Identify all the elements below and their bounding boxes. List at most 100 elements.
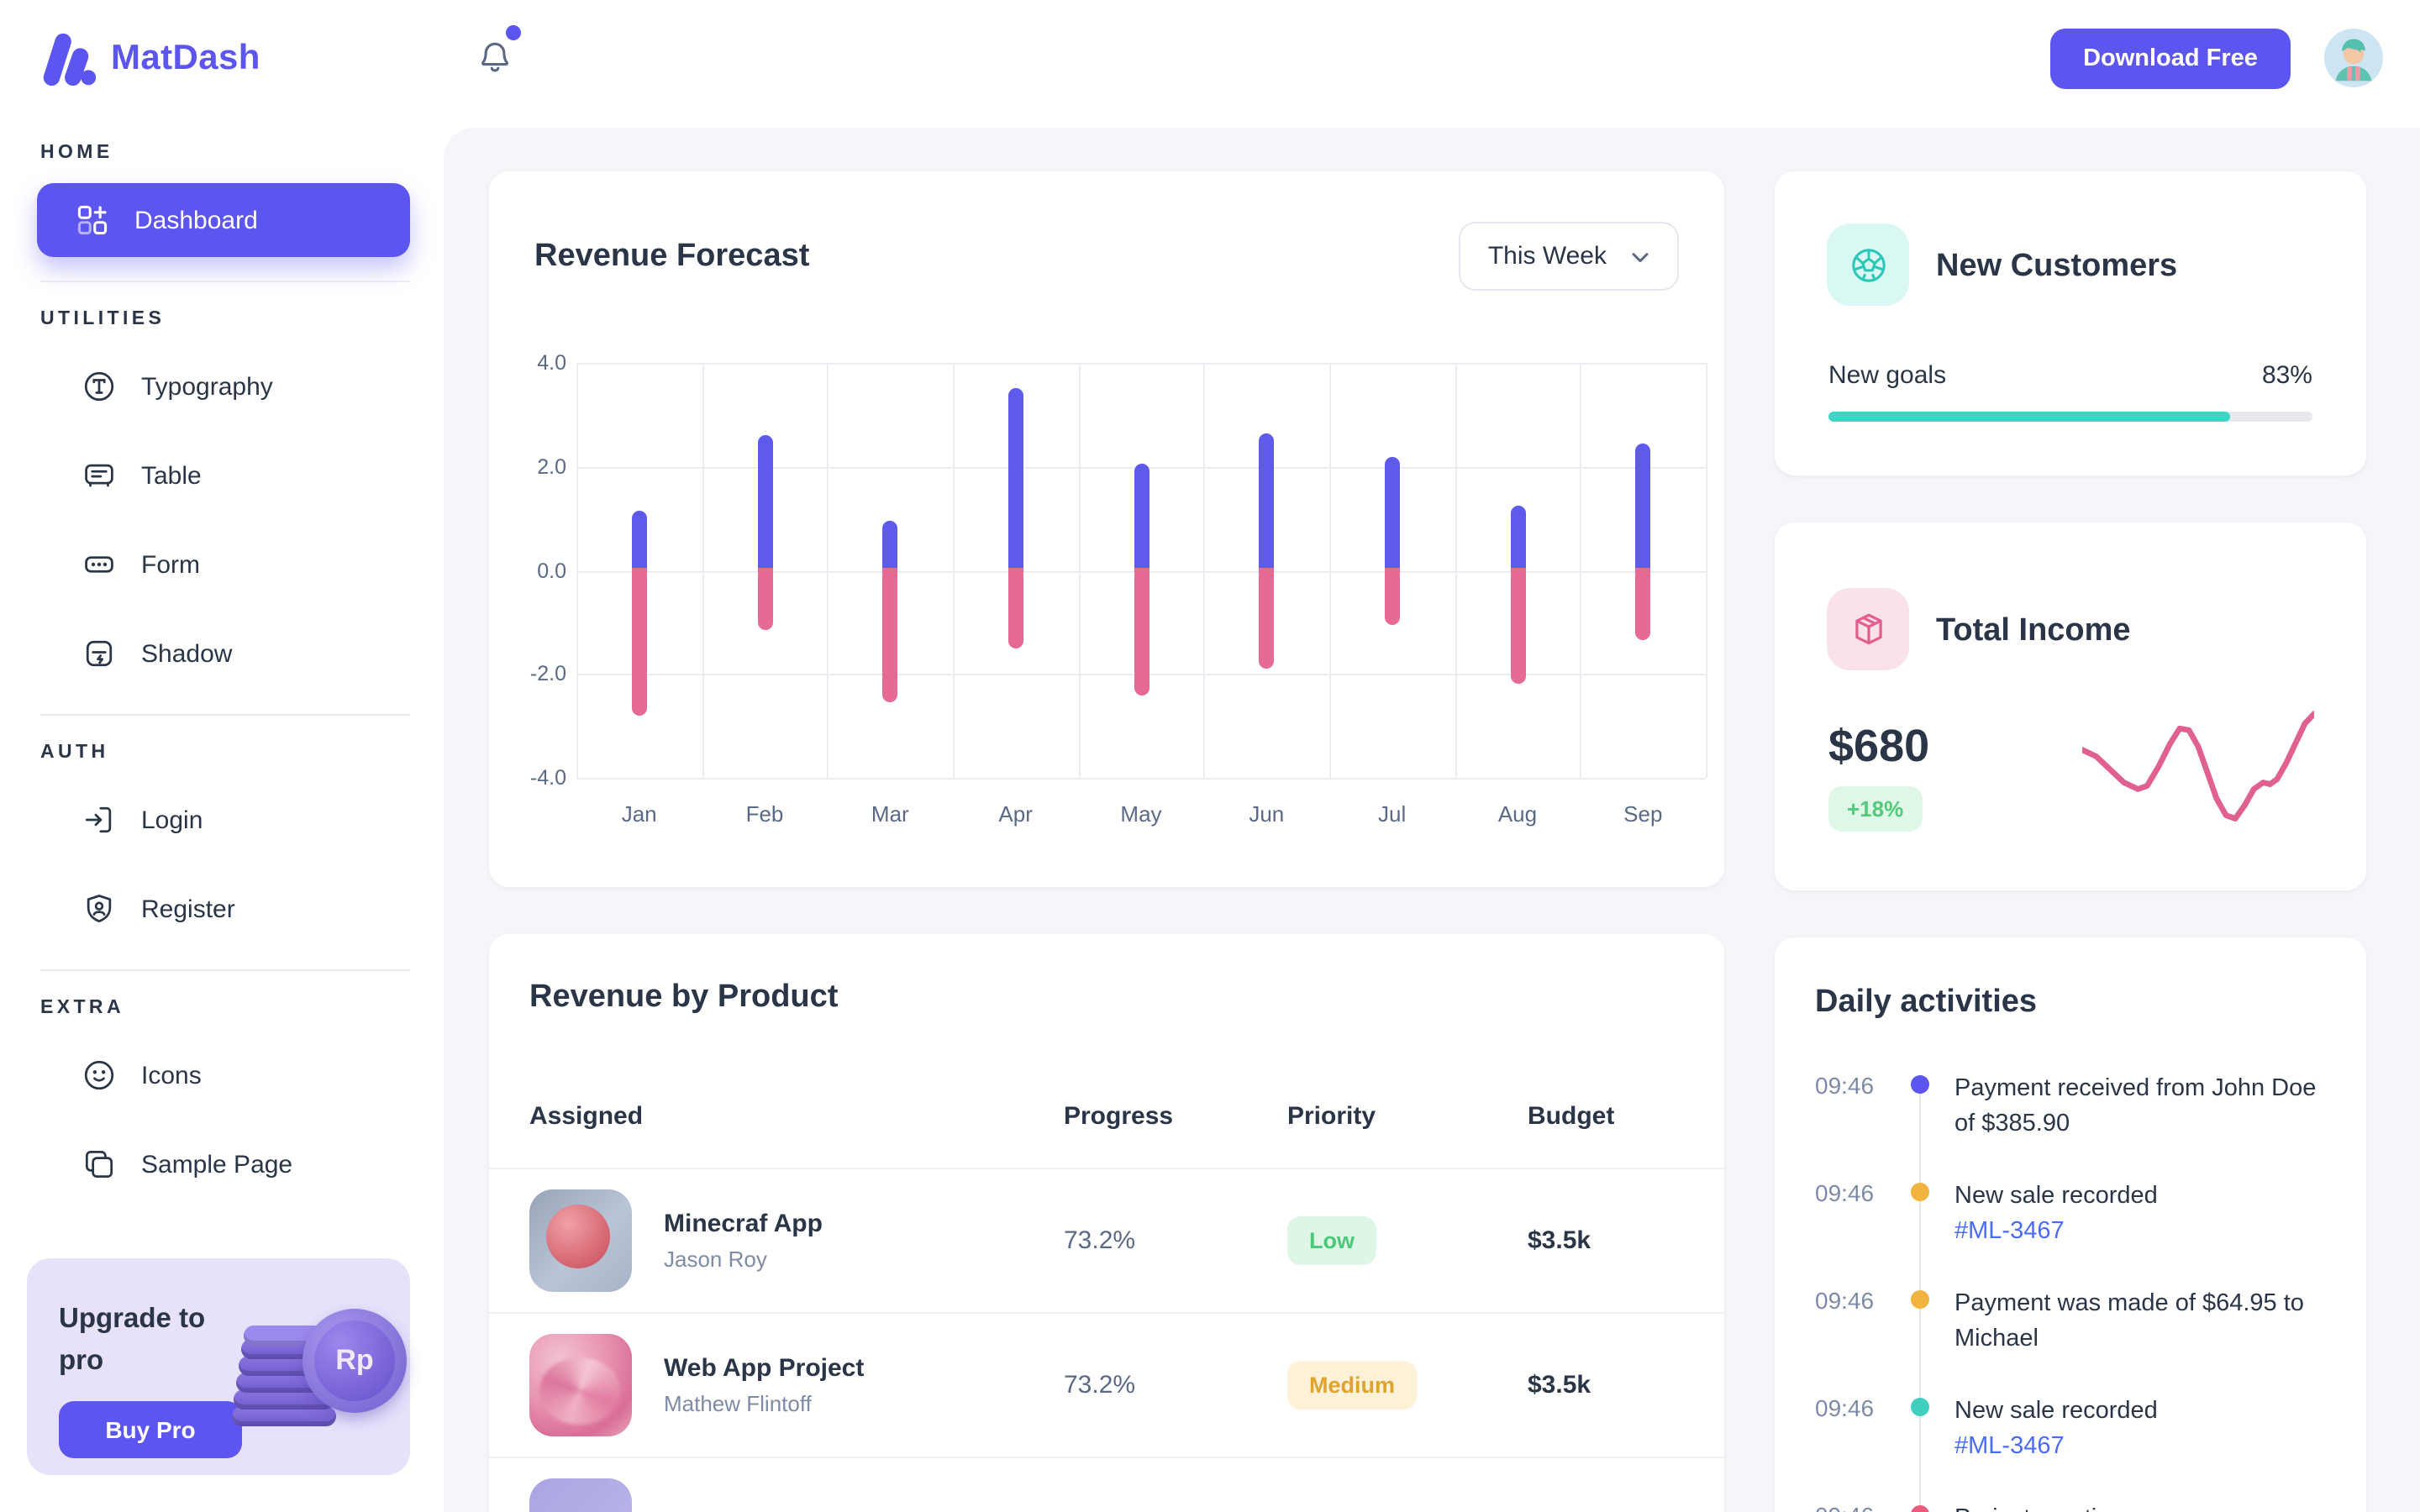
product-thumbnail [529,1334,632,1436]
user-avatar[interactable] [2324,29,2383,87]
brand-logo[interactable]: MatDash [0,29,420,87]
dashboard-grid-icon [74,202,111,239]
content-area: Revenue Forecast This Week 4.0 2.0 0.0 -2.0… [444,128,2420,1512]
activity-text: New sale recorded #ML-3467 [1954,1394,2333,1465]
daily-activities-title: Daily activities [1815,984,2038,1020]
upgrade-title: Upgrade to pro [59,1304,206,1376]
topbar: MatDash Download Free [0,0,2420,116]
product-budget: $3.5k [1528,1226,1591,1255]
chart-bar-positive-jun [1259,433,1275,568]
sidebar-item-table[interactable]: Table [37,438,410,512]
activity-dot [1911,1398,1929,1416]
activity-link[interactable]: #ML-3467 [1954,1218,2065,1245]
product-progress: 73.2% [1064,1226,1136,1255]
product-name: Minecraf App [664,1210,823,1238]
typography-icon [81,368,118,405]
activity-dot [1911,1505,1929,1512]
sidebar-item-label: Dashboard [134,206,258,234]
income-sparkline-chart [2082,704,2314,835]
x-axis-label: Jan [621,801,657,827]
sidebar-item-label: Sample Page [141,1150,293,1179]
revenue-forecast-card: Revenue Forecast This Week 4.0 2.0 0.0 -2.0… [489,171,1724,887]
sidebar-item-icons[interactable]: Icons [37,1038,410,1112]
product-owner: Jason Roy [664,1247,767,1272]
chart-bar-positive-may [1134,464,1149,568]
product-thumbnail [529,1189,632,1292]
activity-text: Project meeting [1954,1502,2333,1512]
total-income-amount: $680 [1828,721,1930,771]
gridline [1078,363,1081,778]
table-row-minecraf-app[interactable]: Minecraf App Jason Roy 73.2% Low $3.5k [489,1169,1724,1314]
activity-dot [1911,1290,1929,1309]
package-icon [1827,588,1909,670]
sidebar-section-utilities: UTILITIES [40,309,166,329]
pages-icon [81,1146,118,1183]
revenue-forecast-chart: 4.0 2.0 0.0 -2.0 -4.0 Jan Feb Mar Apr May Jun Jul Au… [489,171,1724,887]
sidebar-item-sample-page[interactable]: Sample Page [37,1127,410,1201]
chart-bar-positive-jul [1384,456,1400,568]
x-axis-label: Jul [1378,801,1407,827]
total-income-card: Total Income $680 +18% [1775,522,2366,890]
activity-text: Payment received from John Doe of $385.90 [1954,1075,2317,1137]
product-owner: Mathew Flintoff [664,1391,812,1416]
total-income-change-badge: +18% [1828,786,1923,832]
x-axis-label: Aug [1497,801,1538,827]
sidebar-item-label: Table [141,461,202,490]
table-row-partial[interactable] [489,1458,1724,1512]
priority-badge: Medium [1287,1361,1418,1410]
sidebar-item-form[interactable]: Form [37,528,410,601]
chart-bar-positive-aug [1510,505,1525,568]
download-free-button[interactable]: Download Free [2050,28,2291,88]
x-axis-label: May [1120,801,1162,827]
chart-bar-negative-jul [1384,567,1400,625]
gridline [1203,363,1206,778]
goal-progress-track [1828,412,2312,422]
chart-bar-positive-apr [1007,388,1023,568]
activity-time: 09:46 [1815,1394,1875,1421]
product-thumbnail [529,1478,632,1512]
buy-pro-button[interactable]: Buy Pro [59,1401,242,1458]
table-divider [489,1168,1724,1169]
gridline [1706,363,1707,778]
bell-icon [474,36,518,78]
goal-progress-fill [1828,412,2231,422]
y-axis-label: 4.0 [537,351,566,375]
table-row-web-app-project[interactable]: Web App Project Mathew Flintoff 73.2% Mediu… [489,1314,1724,1458]
chart-bar-negative-apr [1007,567,1023,648]
sidebar-item-shadow[interactable]: Shadow [37,617,410,690]
gridline [827,363,829,778]
form-icon [81,546,118,583]
sidebar-item-label: Login [141,806,203,834]
activity-dot [1911,1075,1929,1094]
chart-bar-negative-may [1134,567,1149,696]
sidebar-item-typography[interactable]: Typography [37,349,410,423]
chart-bar-negative-mar [882,567,898,703]
sidebar-item-login[interactable]: Login [37,783,410,857]
sidebar: HOME Dashboard UTILITIES Typography Table For… [0,116,444,1512]
chart-bar-positive-jan [631,510,647,568]
notifications-button[interactable] [474,24,521,80]
rp-coin-icon: Rp [302,1309,407,1413]
activity-time: 09:46 [1815,1287,1875,1314]
activity-link[interactable]: #ML-3467 [1954,1433,2065,1460]
sidebar-item-label: Typography [141,372,273,401]
brand-name: MatDash [111,38,260,76]
activity-text: New sale recorded #ML-3467 [1954,1179,2333,1250]
chart-bar-negative-jan [631,567,647,716]
product-name: Web App Project [664,1354,865,1383]
sidebar-item-dashboard[interactable]: Dashboard [37,183,410,257]
sidebar-divider [40,714,410,716]
login-icon [81,801,118,838]
gridline [576,778,1706,780]
sidebar-item-register[interactable]: Register [37,872,410,946]
sidebar-section-extra: EXTRA [40,998,124,1018]
priority-badge: Low [1287,1216,1376,1265]
range-selector[interactable]: This Week [1459,222,1679,291]
new-customers-card: New Customers New goals 83% [1775,171,2366,475]
product-budget: $3.5k [1528,1371,1591,1399]
sidebar-section-auth: AUTH [40,743,109,763]
chevron-down-icon [1627,243,1654,270]
upgrade-card: Upgrade to pro Buy Pro Rp [27,1258,410,1475]
chart-bar-negative-feb [757,567,772,630]
notification-dot [506,24,521,39]
